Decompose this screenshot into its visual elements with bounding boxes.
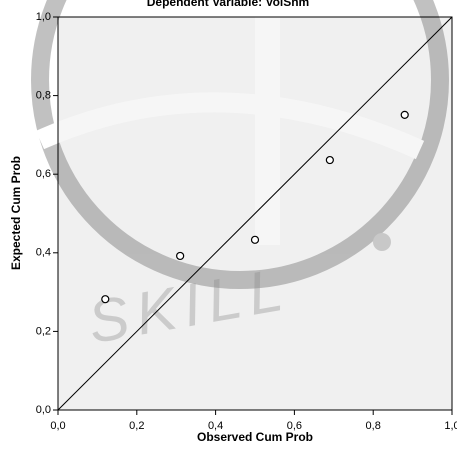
point <box>326 157 333 164</box>
x-tick-label: 0,0 <box>50 420 65 432</box>
x-tick-label: 0,6 <box>287 420 302 432</box>
x-tick-label: 0,2 <box>129 420 144 432</box>
x-axis-label: Observed Cum Prob <box>197 430 313 444</box>
y-tick-label: 0,2 <box>36 325 51 337</box>
y-tick-label: 0,8 <box>36 90 51 102</box>
x-tick-label: 1,0 <box>444 420 457 432</box>
chart: Dependent Variable: VolShm Observed Cum … <box>0 0 457 458</box>
point <box>401 111 408 118</box>
y-axis-label: Expected Cum Prob <box>9 156 23 270</box>
y-tick-label: 0,4 <box>36 247 51 259</box>
point <box>102 296 109 303</box>
y-tick-label: 0,0 <box>36 404 51 416</box>
x-tick-label: 0,8 <box>366 420 381 432</box>
x-tick-label: 0,4 <box>208 420 223 432</box>
chart-title: Dependent Variable: VolShm <box>147 0 309 9</box>
point <box>177 252 184 259</box>
y-tick-label: 1,0 <box>36 11 51 23</box>
y-tick-label: 0,6 <box>36 168 51 180</box>
point <box>252 236 259 243</box>
